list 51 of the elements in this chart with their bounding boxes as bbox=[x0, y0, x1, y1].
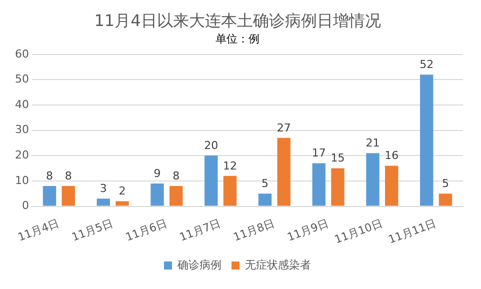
x-tick-label: 11月7日 bbox=[178, 216, 223, 244]
data-label: 5 bbox=[442, 176, 449, 190]
legend-label: 确诊病例 bbox=[176, 258, 222, 272]
data-label: 8 bbox=[172, 169, 180, 182]
bar bbox=[331, 168, 344, 206]
bar bbox=[312, 163, 326, 206]
bar bbox=[116, 201, 129, 206]
data-label: 3 bbox=[100, 182, 107, 196]
data-label: 21 bbox=[366, 136, 380, 150]
bar bbox=[366, 153, 380, 206]
y-tick-label: 50 bbox=[14, 72, 29, 86]
bar bbox=[96, 198, 110, 206]
chart-title: 11月4日以来大连本土确诊病例日增情况 bbox=[94, 10, 381, 30]
y-tick-label: 60 bbox=[14, 47, 29, 60]
bar bbox=[277, 138, 290, 206]
data-label: 5 bbox=[262, 176, 269, 190]
y-tick-label: 10 bbox=[14, 174, 29, 187]
bar bbox=[385, 166, 398, 206]
data-label: 20 bbox=[204, 139, 218, 152]
bar bbox=[438, 194, 452, 206]
y-tick-label: 0 bbox=[22, 199, 29, 212]
y-tick-label: 30 bbox=[14, 123, 29, 136]
x-tick-label: 11月6日 bbox=[124, 216, 169, 244]
data-label: 9 bbox=[154, 166, 161, 180]
x-tick-label: 11月5日 bbox=[70, 216, 115, 244]
legend-label: 无症状感染者 bbox=[245, 258, 311, 272]
data-label: 27 bbox=[276, 121, 291, 134]
data-label: 16 bbox=[384, 149, 399, 162]
data-label: 12 bbox=[222, 159, 237, 172]
data-label: 8 bbox=[46, 169, 54, 182]
bar bbox=[223, 176, 237, 206]
x-tick-label: 11月9日 bbox=[286, 216, 330, 244]
x-tick-label: 11月11日 bbox=[386, 216, 438, 246]
y-tick-label: 20 bbox=[14, 148, 29, 162]
data-label: 52 bbox=[420, 58, 434, 72]
bar bbox=[420, 74, 434, 206]
x-tick-label: 11月8日 bbox=[232, 216, 276, 244]
chart-subtitle: 单位：例 bbox=[216, 32, 260, 46]
data-label: 17 bbox=[312, 146, 326, 160]
y-tick-label: 40 bbox=[14, 98, 29, 111]
bar bbox=[62, 186, 75, 206]
bar bbox=[258, 194, 272, 206]
x-tick-label: 11月4日 bbox=[16, 216, 61, 244]
bar bbox=[170, 186, 183, 206]
data-label: 8 bbox=[64, 169, 72, 182]
data-label: 2 bbox=[118, 184, 126, 198]
bar bbox=[204, 156, 218, 206]
bar bbox=[150, 183, 164, 206]
bar bbox=[42, 186, 56, 206]
x-tick-label: 11月10日 bbox=[332, 216, 384, 246]
data-label: 15 bbox=[330, 152, 345, 165]
